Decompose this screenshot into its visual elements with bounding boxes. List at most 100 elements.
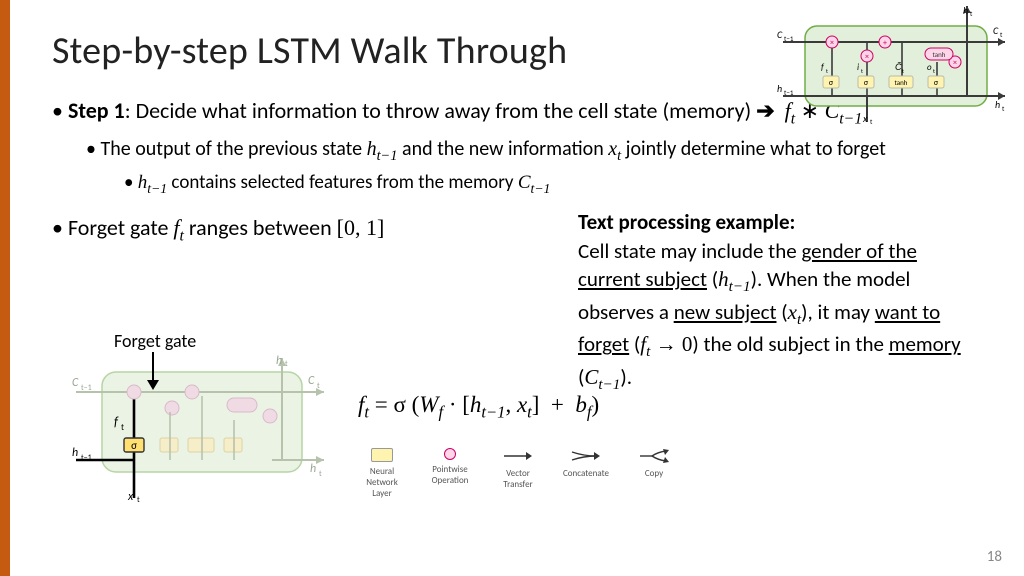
ex-ct1: Ct−1 xyxy=(584,365,620,389)
svg-text:t−1: t−1 xyxy=(81,383,92,393)
legend-copy-label: Copy xyxy=(645,468,663,479)
svg-text:C: C xyxy=(72,376,79,390)
svg-text:t: t xyxy=(933,67,935,75)
arrow-icon: ➔ xyxy=(756,97,774,124)
svg-text:t−1: t−1 xyxy=(81,453,92,463)
ex-4c: ). xyxy=(620,364,632,390)
svg-text:t: t xyxy=(1002,104,1005,113)
svg-text:t: t xyxy=(1000,30,1003,39)
svg-text:t: t xyxy=(826,67,828,75)
fg-b: ranges between xyxy=(184,214,337,241)
ex-u4: memory xyxy=(889,331,961,357)
svg-text:h: h xyxy=(995,98,1000,111)
c-t-1: Ct−1 xyxy=(518,172,551,193)
svg-text:C̃: C̃ xyxy=(895,61,902,73)
svg-text:σ: σ xyxy=(131,439,137,452)
fg-range: [0, 1] xyxy=(337,215,385,240)
col-left: Forget gate ft ranges between [0, 1] xyxy=(52,208,552,249)
svg-text:h: h xyxy=(777,82,782,95)
legend-pw-label: Pointwise Operation xyxy=(426,464,474,486)
svg-text:C: C xyxy=(308,374,315,388)
ex-3c: ) the old subject in the xyxy=(692,331,888,357)
svg-text:t−1: t−1 xyxy=(784,34,794,43)
svg-text:×: × xyxy=(953,58,957,68)
h-t-1-b: ht−1 xyxy=(138,172,167,193)
f-t: ft xyxy=(173,215,184,240)
svg-text:t: t xyxy=(970,9,973,18)
ex-ft0: ft → 0 xyxy=(640,332,692,356)
x-t: xt xyxy=(608,138,621,160)
legend-concat-label: Concatenate xyxy=(563,468,609,479)
example-header: Text processing example: xyxy=(578,209,795,235)
ex-1b: ( xyxy=(707,266,718,292)
svg-text:x: x xyxy=(862,112,868,124)
legend-nn-label: Neural Network Layer xyxy=(358,466,406,499)
svg-text:x: x xyxy=(127,490,134,502)
fg-a: Forget gate xyxy=(68,214,173,241)
example-box: Text processing example: Cell state may … xyxy=(578,208,982,395)
bullet-sub1: The output of the previous state ht−1 an… xyxy=(86,136,982,166)
forget-gate-arrow-icon xyxy=(152,352,154,388)
h-t-1: ht−1 xyxy=(367,138,398,160)
svg-text:t: t xyxy=(870,117,873,124)
svg-text:t: t xyxy=(317,381,320,391)
svg-text:h: h xyxy=(963,4,968,17)
svg-text:C: C xyxy=(993,24,999,37)
svg-text:o: o xyxy=(927,62,932,73)
legend-copy: Copy xyxy=(630,448,678,479)
svg-text:+: + xyxy=(883,38,887,48)
copy-icon xyxy=(638,448,670,464)
svg-text:t: t xyxy=(121,422,124,433)
svg-text:h: h xyxy=(310,462,316,476)
accent-bar xyxy=(0,0,10,576)
forget-gate-equation: ft = σ (Wf · [ht−1, xt] + bf) xyxy=(358,392,599,423)
ex-1a: Cell state may include the xyxy=(578,238,801,264)
vector-arrow-icon xyxy=(502,448,534,464)
svg-text:t: t xyxy=(902,67,904,75)
svg-text:t: t xyxy=(861,67,863,75)
svg-text:σ: σ xyxy=(934,78,939,88)
legend-concat: Concatenate xyxy=(562,448,610,479)
svg-text:t−1: t−1 xyxy=(784,88,794,97)
sub1-a: The output of the previous state xyxy=(100,137,366,161)
nn-layer-icon xyxy=(371,448,393,462)
legend-pointwise: Pointwise Operation xyxy=(426,448,474,486)
sub1-b: and the new information xyxy=(397,137,608,161)
diagram-legend: Neural Network Layer Pointwise Operation… xyxy=(358,448,678,499)
ex-u2: new subject xyxy=(674,299,777,325)
concat-icon xyxy=(570,448,602,464)
svg-text:h: h xyxy=(72,446,78,460)
forget-gate-diagram: σ ft Ct−1 Ct ht−1 ht ht xt xyxy=(72,352,332,502)
sub1-c: jointly determine what to forget xyxy=(621,137,886,161)
svg-text:σ: σ xyxy=(864,78,869,88)
ex-2b: ( xyxy=(777,299,788,325)
page-number: 18 xyxy=(987,548,1002,566)
svg-text:tanh: tanh xyxy=(895,78,908,87)
legend-vector: Vector Transfer xyxy=(494,448,542,490)
ex-xt: xt xyxy=(788,300,802,324)
step1-label: Step 1 xyxy=(68,97,125,124)
legend-nn: Neural Network Layer xyxy=(358,448,406,499)
bullet-forget-gate: Forget gate ft ranges between [0, 1] xyxy=(52,214,552,245)
forget-gate-callout: Forget gate xyxy=(114,330,196,352)
svg-text:×: × xyxy=(865,52,869,62)
step1-text: : Decide what information to throw away … xyxy=(125,97,757,124)
ex-2c: ), it may xyxy=(801,299,875,325)
pointwise-icon xyxy=(444,448,456,460)
svg-text:×: × xyxy=(830,38,834,48)
bullet-sub2: ht−1 contains selected features from the… xyxy=(124,170,982,198)
svg-text:t: t xyxy=(285,359,288,369)
svg-text:t: t xyxy=(319,469,322,479)
svg-text:σ: σ xyxy=(829,78,834,88)
sub2-a: contains selected features from the memo… xyxy=(167,171,518,194)
svg-text:C: C xyxy=(777,28,783,41)
slide-body: Step-by-step LSTM Walk Through × + xyxy=(10,0,1024,576)
svg-text:i: i xyxy=(857,62,859,73)
svg-text:h: h xyxy=(276,354,282,368)
legend-vec-label: Vector Transfer xyxy=(494,468,542,490)
ex-3b: ( xyxy=(629,331,640,357)
svg-text:tanh: tanh xyxy=(933,50,946,59)
svg-text:t: t xyxy=(137,495,140,502)
lstm-cell-thumbnail: × + × × tanh σ σ tanh σ ft it C̃t ot C xyxy=(777,4,1012,124)
ex-ht1: ht−1 xyxy=(718,267,750,291)
